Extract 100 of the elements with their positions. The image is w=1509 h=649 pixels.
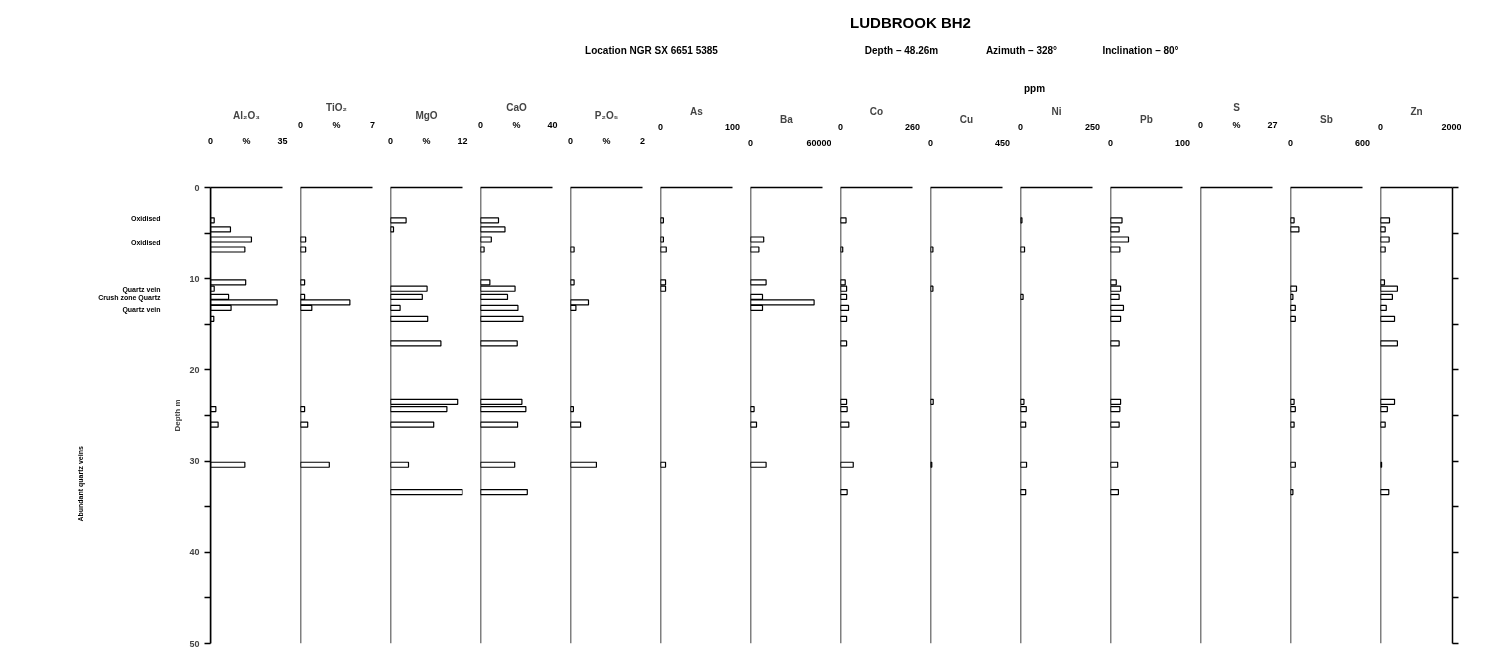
x-tick-label: 0 xyxy=(748,137,754,148)
bar xyxy=(300,421,309,428)
chart-title: S xyxy=(1233,101,1241,113)
bar xyxy=(840,461,854,468)
bar xyxy=(840,293,848,301)
bar xyxy=(480,226,506,233)
x-tick-label: % xyxy=(512,119,521,130)
bar xyxy=(1380,340,1399,347)
x-tick-label: 0 xyxy=(1108,137,1114,148)
bar xyxy=(750,236,765,243)
bar xyxy=(840,304,850,311)
x-tick-label: 7 xyxy=(370,119,376,130)
y-tick-label: 40 xyxy=(189,547,200,558)
bar xyxy=(570,421,582,428)
x-tick-label: 0 xyxy=(838,121,844,132)
bar xyxy=(1110,421,1120,428)
bar xyxy=(1110,304,1125,311)
text: LUDBROOK BH2 xyxy=(850,14,971,31)
bar xyxy=(750,406,755,413)
x-tick-label: 0 xyxy=(568,135,574,146)
bar xyxy=(390,217,407,224)
bar xyxy=(840,340,848,347)
x-tick-label: 600 xyxy=(1354,137,1371,148)
bar xyxy=(390,340,442,347)
bar xyxy=(390,293,423,301)
bar xyxy=(1290,461,1296,468)
x-tick-label: 2000 xyxy=(1441,121,1462,132)
bar xyxy=(750,421,758,428)
bar xyxy=(390,285,428,292)
bar xyxy=(1380,315,1396,322)
bar xyxy=(300,246,307,253)
bar xyxy=(1110,340,1120,347)
chart-title: As xyxy=(690,105,704,117)
bar xyxy=(1290,226,1300,233)
x-tick-label: % xyxy=(332,119,341,130)
bar xyxy=(840,315,848,322)
bar xyxy=(1290,285,1298,292)
x-tick-label: 0 xyxy=(1288,137,1294,148)
chart-title: Al₂O₃ xyxy=(233,109,261,121)
bar xyxy=(1110,293,1120,301)
x-tick-label: 0 xyxy=(1378,121,1384,132)
x-tick-label: 0 xyxy=(208,135,214,146)
bar xyxy=(1110,226,1120,233)
bar xyxy=(570,246,575,253)
bar xyxy=(1380,226,1386,233)
chart-title: MgO xyxy=(415,109,438,121)
x-tick-label: % xyxy=(1232,119,1241,130)
bar xyxy=(480,315,524,322)
x-tick-label: 12 xyxy=(457,135,468,146)
x-tick-label: % xyxy=(602,135,611,146)
x-tick-label: 100 xyxy=(724,121,741,132)
bar xyxy=(1110,217,1123,224)
text: Depth – 48.26m xyxy=(864,45,939,56)
bar xyxy=(1380,246,1386,253)
chart-title: Ba xyxy=(780,113,794,125)
bar xyxy=(300,461,330,468)
x-tick-label: 40 xyxy=(547,119,558,130)
bar xyxy=(480,489,528,496)
y-tick-label: 10 xyxy=(189,273,200,284)
bar xyxy=(1380,293,1393,301)
bar xyxy=(750,246,760,253)
bar xyxy=(1110,315,1122,322)
bar xyxy=(840,421,850,428)
bar xyxy=(1290,217,1295,224)
chart-title: CaO xyxy=(506,101,527,113)
chart-title: Cu xyxy=(959,113,974,125)
bar xyxy=(480,340,518,347)
x-tick-label: 0 xyxy=(478,119,484,130)
x-tick-label: 60000 xyxy=(806,137,832,148)
y-tick-label: 30 xyxy=(189,456,200,467)
x-tick-label: 35 xyxy=(277,135,288,146)
x-tick-label: 0 xyxy=(298,119,304,130)
x-tick-label: 260 xyxy=(904,121,921,132)
chart-title: Sb xyxy=(1320,113,1333,125)
bar xyxy=(1380,421,1386,428)
x-tick-label: 450 xyxy=(994,137,1011,148)
chart-title: Co xyxy=(869,105,884,117)
bar xyxy=(840,217,847,224)
text: Azimuth – 328° xyxy=(985,45,1058,56)
bar xyxy=(480,246,485,253)
bar xyxy=(570,279,575,286)
bar xyxy=(1110,246,1121,253)
bar xyxy=(570,406,574,413)
bar xyxy=(1380,236,1390,243)
bar xyxy=(390,315,429,322)
x-tick-label: 2 xyxy=(640,135,646,146)
bar xyxy=(210,236,253,243)
y-axis-title: Depth m xyxy=(173,399,183,432)
bar xyxy=(210,246,246,253)
bar xyxy=(210,217,215,224)
x-tick-label: 0 xyxy=(658,121,664,132)
chart-title: Pb xyxy=(1140,113,1153,125)
x-tick-label: 0 xyxy=(1018,121,1024,132)
bar xyxy=(390,489,463,496)
x-tick-label: 250 xyxy=(1084,121,1101,132)
bar xyxy=(1380,217,1391,224)
chart-title: P₂O₅ xyxy=(594,109,619,121)
bar xyxy=(480,461,516,468)
bar xyxy=(300,279,306,286)
x-tick-label: % xyxy=(242,135,251,146)
